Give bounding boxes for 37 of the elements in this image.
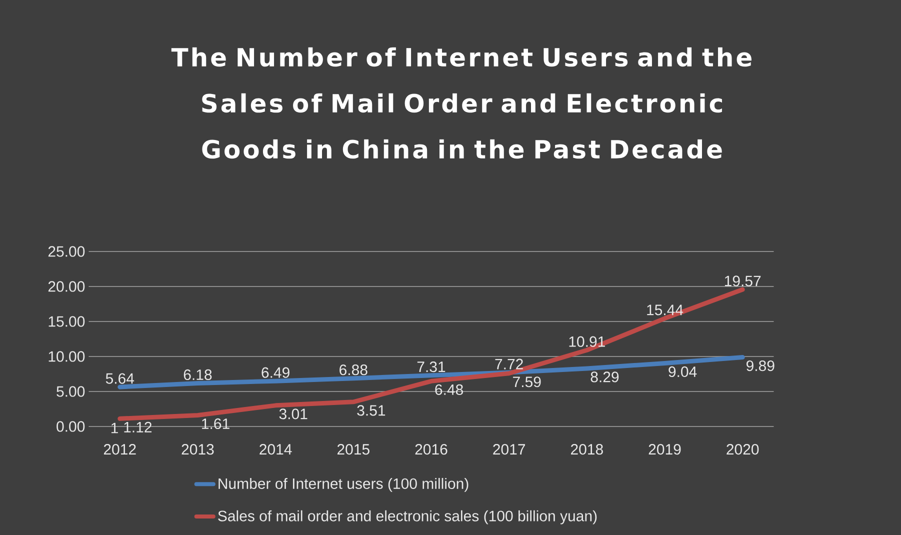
x-tick-label: 2013 [182, 444, 214, 455]
data-label: 7.72 [495, 358, 523, 370]
data-label: 6.18 [184, 369, 212, 380]
y-tick-label: 10.00 [48, 351, 85, 362]
data-label: 10.91 [569, 336, 605, 347]
x-tick-label: 2019 [648, 444, 681, 455]
data-label: 3.51 [357, 405, 386, 416]
data-label: 7.59 [513, 376, 541, 388]
data-label: 9.04 [668, 366, 697, 378]
data-label: 5.64 [106, 373, 134, 384]
chart-title: The Number of Internet Users and the Sales of Mail Order and Electronic Goods in China in the Past Decade [171, 47, 752, 159]
data-label: 3.01 [279, 408, 308, 420]
data-label: 6.49 [262, 367, 290, 378]
y-tick-label: 20.00 [48, 281, 85, 292]
x-tick-label: 2017 [493, 444, 526, 455]
data-label: 1.12 [124, 422, 152, 432]
data-label: 1.61 [202, 418, 230, 430]
y-tick-label: 0.00 [56, 421, 85, 432]
x-tick-label: 2012 [104, 444, 136, 455]
annotation: 1 [111, 422, 118, 434]
data-label: 15.44 [647, 304, 684, 316]
y-tick-label: 25.00 [48, 246, 85, 257]
data-label: 9.89 [746, 360, 774, 372]
data-label: 8.29 [590, 372, 619, 382]
x-tick-label: 2018 [570, 444, 603, 455]
legend-label: Sales of mail order and electronic sales (100 billion yuan) [218, 510, 597, 524]
data-label: 6.48 [435, 384, 463, 395]
x-tick-label: 2015 [337, 444, 370, 455]
data-label: 19.57 [724, 276, 761, 286]
data-label: 6.88 [340, 364, 368, 376]
data-label: 7.31 [417, 362, 446, 372]
legend-label: Number of Internet users (100 million) [218, 478, 468, 492]
x-tick-label: 2016 [415, 444, 448, 455]
x-tick-label: 2014 [260, 444, 292, 455]
x-tick-label: 2020 [726, 444, 759, 455]
y-tick-label: 5.00 [56, 386, 85, 397]
y-tick-label: 15.00 [48, 316, 85, 327]
